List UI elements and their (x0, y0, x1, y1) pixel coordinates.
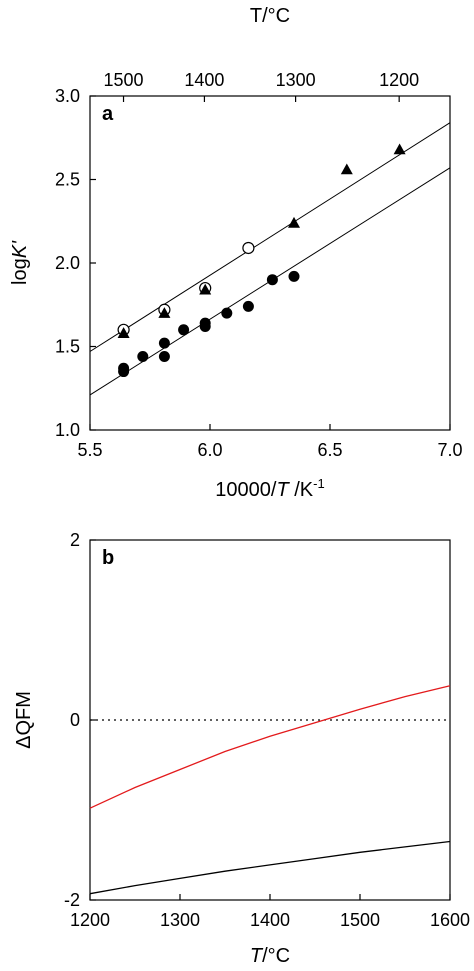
x-tick-label: 1200 (70, 910, 110, 930)
y-axis-title-b: ΔQFM (13, 691, 35, 749)
triangle-point (117, 327, 130, 338)
y-tick-label: 0 (70, 710, 80, 730)
top-tick-label: 1200 (379, 70, 419, 90)
filled-circle-point (288, 270, 300, 282)
filled-circle-point (266, 274, 278, 286)
top-axis-ticks: 1500 1400 1300 1200 (103, 70, 419, 102)
filled-circle-point (158, 351, 170, 363)
y-tick-label: 1.0 (55, 420, 80, 440)
filled-circle-point (221, 307, 233, 319)
x-axis-ticks-a: 5.5 6.0 6.5 7.0 (77, 424, 463, 460)
filled-circle-point (242, 300, 254, 312)
open-circle-point (242, 241, 255, 255)
x-axis-ticks-b: 1200 1300 1400 1500 1600 (70, 894, 470, 930)
triangle-point (340, 163, 353, 175)
top-axis-title: T/°C (250, 5, 290, 27)
triangle-point (393, 143, 406, 155)
data-points (117, 143, 406, 378)
x-axis-title-b: T/°C (250, 945, 290, 967)
filled-circle-point (158, 337, 170, 349)
x-tick-label: 1300 (160, 910, 200, 930)
x-tick-label: 1600 (430, 910, 470, 930)
panel-label-a: a (102, 103, 114, 125)
triangle-point (158, 307, 171, 318)
y-axis-title-a: logK' (9, 240, 31, 285)
y-axis-ticks-a: 1.0 1.5 2.0 2.5 3.0 (55, 86, 96, 440)
panel-label-b: b (102, 547, 114, 569)
triangle-point (199, 283, 212, 295)
series-lines-b (89, 685, 451, 895)
y-tick-label: 2 (70, 530, 80, 550)
y-tick-label: 1.5 (55, 337, 80, 357)
top-tick-label: 1300 (276, 70, 316, 90)
plot-frame-a (89, 95, 451, 431)
filled-circle-point (118, 362, 130, 374)
x-tick-label: 6.0 (197, 440, 222, 460)
x-tick-label: 6.5 (317, 440, 342, 460)
panel-a: T/°C 1500 1400 1300 1200 5.5 6.0 6.5 7.0 1.01.… (9, 5, 463, 501)
black-series-line (89, 840, 451, 895)
x-axis-title-a: 10000/T /K-1 (215, 476, 324, 501)
y-tick-label: 3.0 (55, 86, 80, 106)
filled-circle-point (137, 351, 149, 363)
x-tick-label: 7.0 (437, 440, 462, 460)
top-tick-label: 1400 (184, 70, 224, 90)
x-tick-label: 5.5 (77, 440, 102, 460)
filled-circle-point (178, 324, 190, 336)
triangle-point (288, 216, 300, 228)
red-series-line (89, 685, 451, 809)
panel-b: 1200 1300 1400 1500 1600 -2 0 2 b T/°C ΔQFM (13, 530, 470, 967)
top-tick-label: 1500 (103, 70, 143, 90)
y-tick-label: -2 (64, 890, 80, 910)
y-axis-ticks-b: -2 0 2 (64, 530, 96, 910)
fit-line (89, 122, 451, 352)
y-tick-label: 2.0 (55, 253, 80, 273)
y-tick-label: 2.5 (55, 170, 80, 190)
x-tick-label: 1400 (250, 910, 290, 930)
x-tick-label: 1500 (340, 910, 380, 930)
filled-circle-point (199, 317, 211, 329)
